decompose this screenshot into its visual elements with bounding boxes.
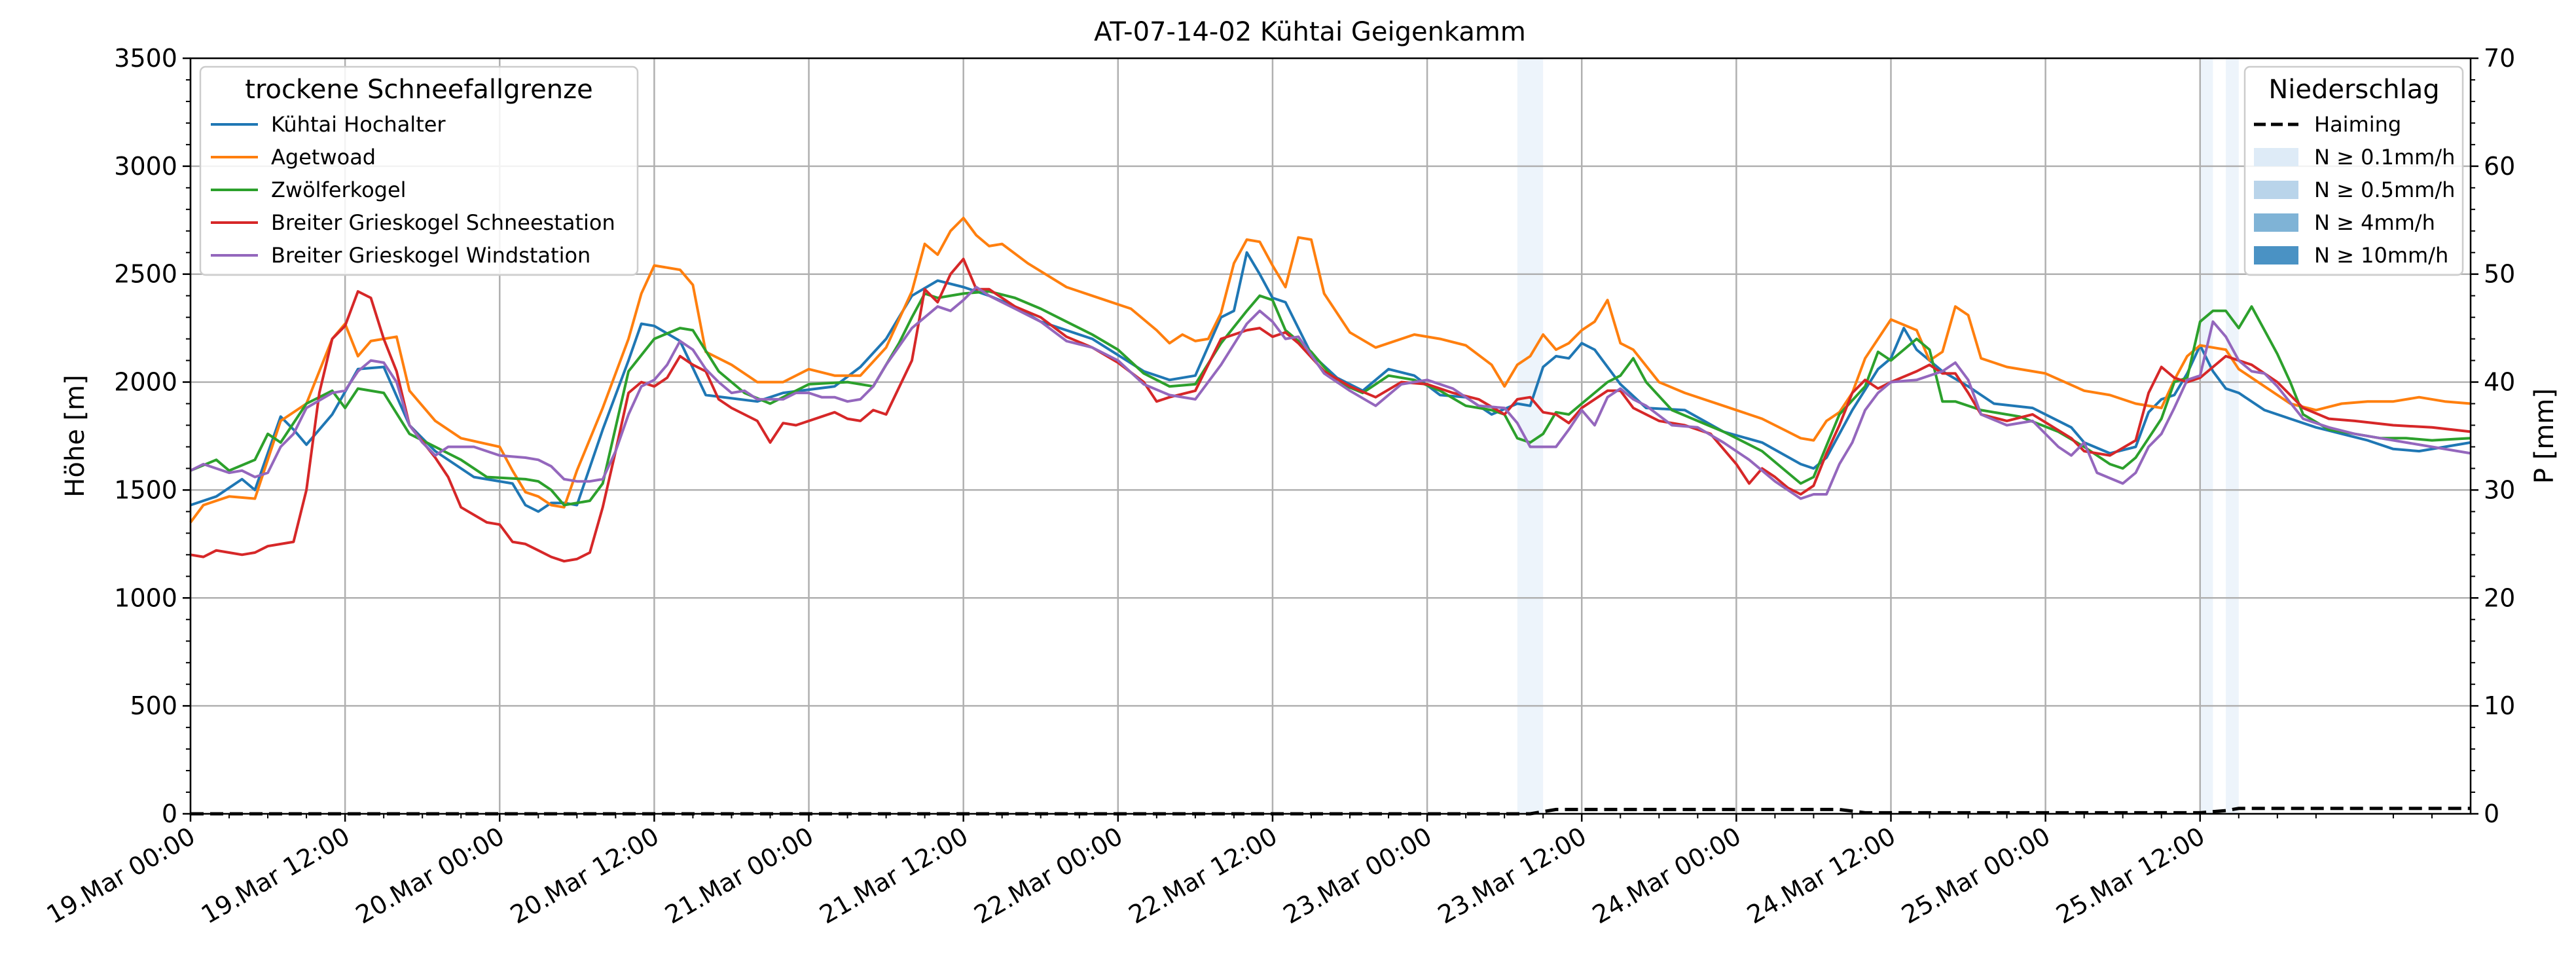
legend-label: N ≥ 0.1mm/h bbox=[2314, 145, 2455, 170]
legend-precip-title: Niederschlag bbox=[2268, 75, 2439, 105]
y-tick-label-right: 50 bbox=[2484, 260, 2515, 289]
legend-label: Zwölferkogel bbox=[271, 177, 407, 202]
series-line-breiter-grieskogel-windstation bbox=[190, 285, 2471, 500]
series-line-k-htai-hochalter bbox=[190, 251, 2471, 513]
series-lines bbox=[189, 217, 2471, 563]
y-axis-left-title: Höhe [m] bbox=[60, 374, 90, 497]
precip-band bbox=[2226, 58, 2239, 814]
y-tick-label-right: 70 bbox=[2484, 44, 2515, 73]
precip-line-haiming bbox=[190, 807, 2471, 816]
legend-swatch bbox=[2254, 181, 2298, 199]
y-tick-label-right: 40 bbox=[2484, 368, 2515, 397]
y-tick-label-left: 500 bbox=[130, 691, 177, 720]
legend-swatch bbox=[2254, 246, 2298, 265]
legend-label: Breiter Grieskogel Schneestation bbox=[271, 210, 615, 235]
y-tick-label-right: 20 bbox=[2484, 583, 2515, 612]
legend-label: N ≥ 10mm/h bbox=[2314, 243, 2448, 268]
y-tick-label-left: 3000 bbox=[114, 152, 177, 181]
legend-label: Kühtai Hochalter bbox=[271, 112, 446, 137]
chart-title: AT-07-14-02 Kühtai Geigenkamm bbox=[1094, 17, 1526, 47]
legend-precipitation: Niederschlag Haiming N ≥ 0.1mm/h N ≥ 0.5mm/… bbox=[2243, 65, 2464, 276]
precip-line bbox=[190, 807, 2471, 816]
plot-frame bbox=[189, 57, 2472, 815]
series-line-agetwoad bbox=[189, 217, 2471, 524]
legend-swatch bbox=[2254, 213, 2298, 232]
y-tick-label-left: 2500 bbox=[114, 260, 177, 289]
legend-label: N ≥ 0.5mm/h bbox=[2314, 177, 2455, 202]
legend-snowfall: trockene Schneefallgrenze Kühtai Hochalte… bbox=[199, 65, 639, 276]
legend-label: N ≥ 4mm/h bbox=[2314, 210, 2435, 235]
series-line-breiter-grieskogel-schneestation bbox=[190, 257, 2471, 563]
y-tick-label-left: 0 bbox=[162, 799, 177, 828]
y-tick-label-left: 3500 bbox=[114, 44, 177, 73]
legend-label: Haiming bbox=[2314, 112, 2401, 137]
legend-snowfall-box bbox=[199, 65, 639, 276]
precip-band bbox=[2200, 58, 2213, 814]
y-tick-label-left: 1500 bbox=[114, 475, 177, 504]
legend-precip-box bbox=[2243, 65, 2464, 276]
y-tick-label-left: 2000 bbox=[114, 368, 177, 397]
legend-label: Breiter Grieskogel Windstation bbox=[271, 243, 590, 268]
y-tick-label-right: 30 bbox=[2484, 475, 2515, 504]
legend-swatch bbox=[2254, 148, 2298, 166]
y-tick-label-right: 0 bbox=[2484, 799, 2499, 828]
y-tick-label-right: 10 bbox=[2484, 691, 2515, 720]
y-tick-label-right: 60 bbox=[2484, 152, 2515, 181]
y-axis-right-title: P [mm] bbox=[2530, 388, 2560, 484]
y-tick-label-left: 1000 bbox=[114, 583, 177, 612]
legend-label: Agetwoad bbox=[271, 145, 376, 170]
legend-snowfall-title: trockene Schneefallgrenze bbox=[245, 75, 592, 105]
